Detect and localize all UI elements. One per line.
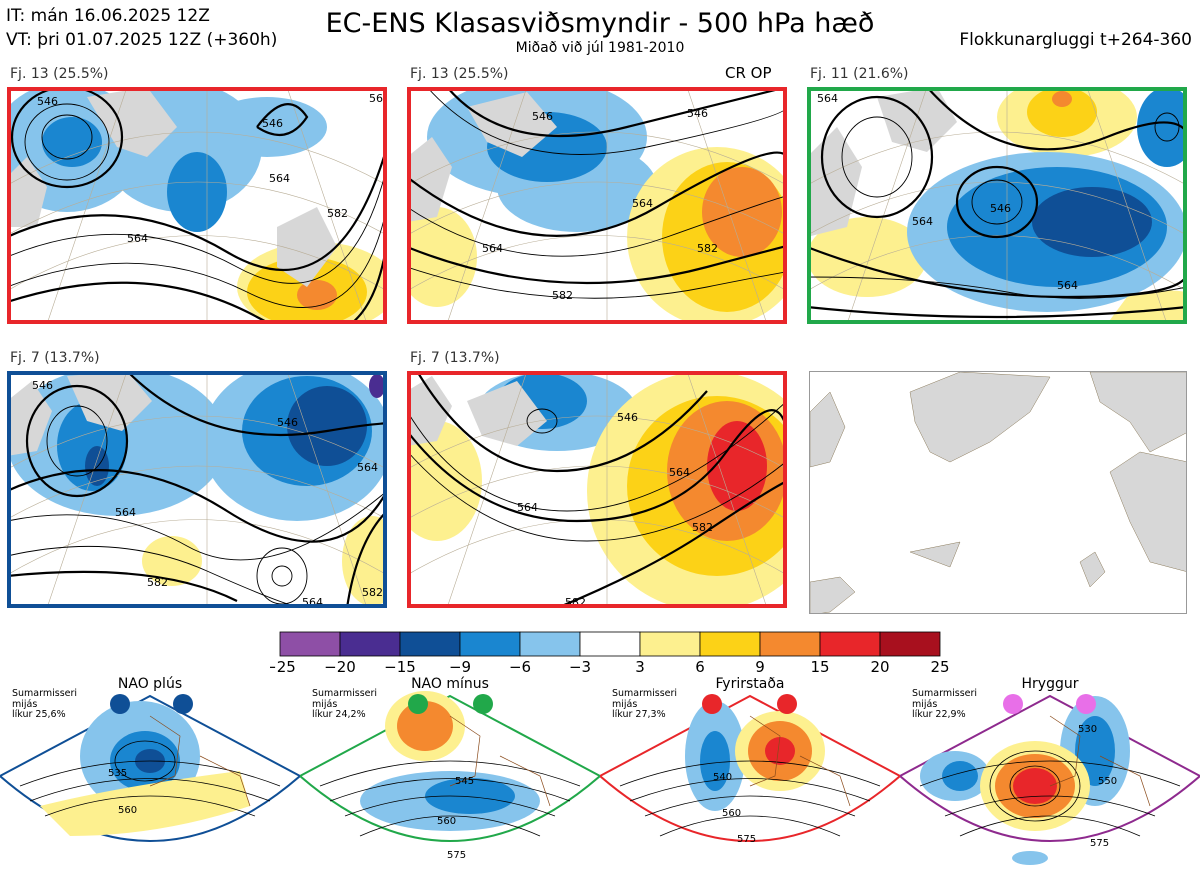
contour-label: 564 [817, 92, 838, 105]
contour-label: 564 [517, 501, 538, 514]
contour-label: 530 [1078, 724, 1097, 735]
contour-label: 564 [115, 506, 136, 519]
colorbar-swatch [339, 631, 401, 657]
colorbar-tick-label: 20 [870, 658, 889, 675]
contour-label: 535 [108, 768, 127, 779]
page-title: EC-ENS Klasasviðsmyndir - 500 hPa hæð [325, 8, 875, 39]
contour-label: 546 [687, 107, 708, 120]
panel-label: Fj. 13 (25.5%) [10, 66, 109, 82]
contour-label: 564 [127, 232, 148, 245]
regime-title: Hryggur [1021, 676, 1079, 692]
contour-label: 575 [447, 850, 466, 861]
colorbar-swatch [519, 631, 581, 657]
panel-label: Fj. 7 (13.7%) [10, 350, 100, 366]
contour-label: 550 [1098, 776, 1117, 787]
contour-label: 56 [369, 92, 383, 105]
init-time: IT: mán 16.06.2025 12Z [6, 6, 210, 26]
colorbar-swatch [819, 631, 881, 657]
contour-label: 546 [617, 411, 638, 424]
contour-label: 564 [632, 197, 653, 210]
colorbar-swatch [759, 631, 821, 657]
contour-label: 546 [277, 416, 298, 429]
cluster-panel: 546 546 564 564 582 564 582 [7, 371, 387, 608]
regime-nao-minus: 545 560 575 NAO mínus Sumarmisseri mijás l… [300, 676, 600, 871]
regime-info: Sumarmisseri mijás líkur 22,9% [912, 688, 978, 720]
colorbar-tick-label: 25 [930, 658, 949, 675]
panel-border [7, 371, 387, 608]
cluster-panel: 546 564 564 582 582 [407, 371, 787, 608]
colorbar-tick-label: −25 [270, 658, 296, 675]
contour-label: 560 [722, 808, 741, 819]
contour-label: 560 [437, 816, 456, 827]
regime-ridge: 530 550 575 Hryggur Sumarmisseri mijás lík… [900, 676, 1200, 871]
contour-label: 564 [482, 242, 503, 255]
regime-info: Sumarmisseri mijás líkur 24,2% [312, 688, 378, 720]
panel-border [7, 87, 387, 324]
panel-label: Fj. 13 (25.5%) [410, 66, 509, 82]
contour-label: 575 [737, 834, 756, 845]
cluster-panel: 564 546 564 564 582 [807, 87, 1187, 324]
colorbar-swatch [399, 631, 461, 657]
contour-label: 564 [1057, 279, 1078, 292]
colorbar-tick-label: 3 [635, 658, 645, 675]
panel-border [407, 371, 787, 608]
colorbar-tick-label: 15 [810, 658, 829, 675]
contour-label: 545 [455, 776, 474, 787]
panel-border [407, 87, 787, 324]
regime-title: NAO plús [117, 676, 183, 692]
regime-info: Sumarmisseri mijás líkur 25,6% [12, 688, 78, 720]
colorbar-tick-label: −3 [569, 658, 591, 675]
colorbar-swatch [579, 631, 641, 657]
contour-label: 546 [532, 110, 553, 123]
colorbar: −25 −20 −15 −9 −6 −3 3 6 9 15 20 25 [270, 630, 950, 675]
colorbar-tick-label: 9 [755, 658, 765, 675]
panel-border [807, 87, 1187, 324]
regime-title: NAO mínus [411, 676, 489, 692]
cluster-panel: 546 546 564 564 582 582 [407, 87, 787, 324]
colorbar-tick-label: −6 [509, 658, 531, 675]
colorbar-swatch [459, 631, 521, 657]
contour-label: 564 [912, 215, 933, 228]
contour-label: 540 [713, 772, 732, 783]
contour-label: 564 [669, 466, 690, 479]
contour-label: 546 [262, 117, 283, 130]
regime-blocking: 540 560 575 Fyrirstaða Sumarmisseri mijás… [600, 676, 900, 871]
regime-title: Fyrirstaða [715, 676, 785, 692]
valid-time: VT: þri 01.07.2025 12Z (+360h) [6, 30, 278, 50]
panel-label: Fj. 11 (21.6%) [810, 66, 909, 82]
colorbar-tick-label: −15 [384, 658, 416, 675]
colorbar-tick-label: −9 [449, 658, 471, 675]
colorbar-swatch [639, 631, 701, 657]
contour-label: 546 [37, 95, 58, 108]
regime-info: Sumarmisseri mijás líkur 27,3% [612, 688, 678, 720]
colorbar-swatch [699, 631, 761, 657]
page-subtitle: Miðað við júl 1981-2010 [515, 40, 685, 56]
panel-label: Fj. 7 (13.7%) [410, 350, 500, 366]
contour-label: 560 [118, 805, 137, 816]
contour-label: 582 [552, 289, 573, 302]
contour-label: 582 [147, 576, 168, 589]
classification-window: Flokkunargluggi t+264-360 [959, 30, 1192, 50]
colorbar-tick-label: −20 [324, 658, 356, 675]
contour-label: 582 [362, 586, 383, 599]
colorbar-swatch [279, 631, 341, 657]
contour-label: 582 [697, 242, 718, 255]
contour-label: 582 [692, 521, 713, 534]
colorbar-swatch [879, 631, 941, 657]
cr-op-label: CR OP [725, 64, 772, 82]
empty-map-panel [809, 371, 1187, 614]
contour-label: 546 [32, 379, 53, 392]
regime-nao-plus: 535 560 NAO plús Sumarmisseri mijás líkur … [0, 676, 300, 871]
contour-label: 564 [269, 172, 290, 185]
contour-label: 575 [1090, 838, 1109, 849]
cluster-panel: 546 546 564 582 564 56 [7, 87, 387, 324]
contour-label: 546 [990, 202, 1011, 215]
contour-label: 564 [357, 461, 378, 474]
contour-label: 582 [327, 207, 348, 220]
colorbar-tick-label: 6 [695, 658, 705, 675]
